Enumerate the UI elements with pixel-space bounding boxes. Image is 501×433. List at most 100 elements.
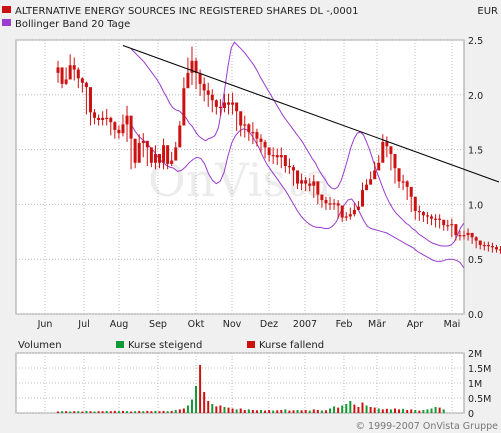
price-candle (194, 57, 198, 90)
price-candle-body (283, 155, 287, 167)
volume-bar (353, 404, 356, 413)
price-x-tick-label: Sep (149, 319, 167, 330)
price-x-tick-label: Jul (77, 319, 89, 330)
volume-y-tick-label: 1M (468, 379, 482, 390)
volume-bar (272, 410, 275, 413)
volume-y-tick-label: 0.5M (468, 394, 491, 405)
price-candle (76, 67, 80, 89)
price-candle (121, 114, 125, 137)
price-candle (218, 99, 222, 116)
price-candle-body (101, 117, 105, 121)
price-candle-body (105, 117, 109, 120)
price-candle (490, 242, 494, 253)
price-candle (231, 92, 235, 115)
price-candle (369, 171, 373, 185)
price-x-tick-label: Mär (368, 319, 386, 330)
price-candle-body (304, 180, 308, 184)
price-candle-body (466, 232, 470, 236)
price-candle-body (178, 125, 182, 148)
price-candle (332, 198, 336, 210)
price-candle (214, 99, 218, 115)
price-candle (271, 147, 275, 164)
volume-down-legend-label: Kurse fallend (259, 340, 324, 351)
price-candle-body (425, 215, 429, 217)
price-candle-body (373, 170, 377, 180)
volume-bar (154, 410, 157, 413)
volume-bar (398, 409, 401, 413)
price-candle (320, 194, 324, 208)
volume-bar (260, 410, 262, 413)
price-candle-body (438, 218, 442, 220)
price-candle (478, 240, 482, 250)
price-candle (361, 182, 364, 207)
volume-bar (69, 411, 72, 413)
price-x-tick-label: Feb (336, 319, 353, 330)
volume-bar (268, 410, 271, 413)
volume-bar (284, 409, 287, 413)
volume-bar (357, 407, 360, 413)
volume-bar (300, 410, 303, 413)
bollinger-upper-line (130, 41, 465, 247)
volume-bar (418, 410, 421, 413)
price-candle (129, 115, 133, 170)
price-candle (389, 146, 393, 171)
price-candle (466, 228, 470, 241)
price-candle (312, 174, 316, 198)
volume-bar (288, 410, 291, 413)
currency-label: EUR (477, 6, 498, 17)
price-candle (308, 178, 312, 192)
price-bars (56, 46, 501, 254)
price-x-tick-label: Mai (444, 319, 461, 330)
price-candle-body (381, 141, 385, 163)
volume-bar (361, 402, 364, 413)
price-candle-body (263, 141, 267, 148)
volume-bar (203, 392, 206, 413)
volume-bar (341, 405, 344, 413)
bollinger-legend-label: Bollinger Band 20 Tage (15, 19, 130, 30)
price-candle-body (397, 168, 401, 182)
volume-bar (381, 409, 384, 413)
price-candle-body (56, 67, 60, 73)
price-candle (133, 138, 137, 169)
price-candle (373, 161, 377, 180)
price-candle-body (125, 115, 129, 125)
price-candle (409, 186, 413, 213)
volume-bar (227, 407, 230, 413)
price-candle (381, 134, 385, 163)
price-candle (101, 111, 105, 126)
price-candle (113, 121, 117, 139)
price-candle (385, 136, 389, 158)
volume-bar (296, 410, 299, 413)
volume-bar (434, 407, 437, 413)
price-candle (405, 180, 409, 201)
volume-bar (146, 410, 149, 413)
price-candle (300, 173, 304, 191)
price-candle-body (218, 106, 222, 109)
price-candle-body (324, 200, 328, 204)
price-candle-body (405, 181, 409, 187)
price-candle-body (243, 124, 247, 126)
price-candle-body (296, 170, 300, 184)
price-candle-body (182, 88, 186, 126)
volume-bar (85, 410, 88, 413)
price-candle (251, 122, 255, 145)
volume-bar (264, 410, 267, 413)
price-y-tick-label: 2.0 (468, 91, 483, 102)
price-candle (304, 177, 308, 192)
volume-bar (349, 401, 352, 413)
price-candle-body (320, 194, 324, 201)
price-candle-body (409, 186, 413, 197)
price-candle (470, 232, 474, 244)
price-candle (462, 230, 466, 240)
volume-bar (255, 410, 258, 413)
price-candle (182, 77, 186, 126)
volume-bar (231, 408, 234, 413)
price-candle (454, 224, 458, 241)
volume-bar (385, 408, 388, 413)
price-candle-body (474, 237, 478, 241)
volume-bar (190, 399, 193, 413)
price-candle-body (490, 246, 494, 248)
copyright: © 1999-2007 OnVista Gruppe (356, 421, 499, 432)
volume-bar (280, 410, 283, 413)
volume-bar (81, 411, 84, 413)
